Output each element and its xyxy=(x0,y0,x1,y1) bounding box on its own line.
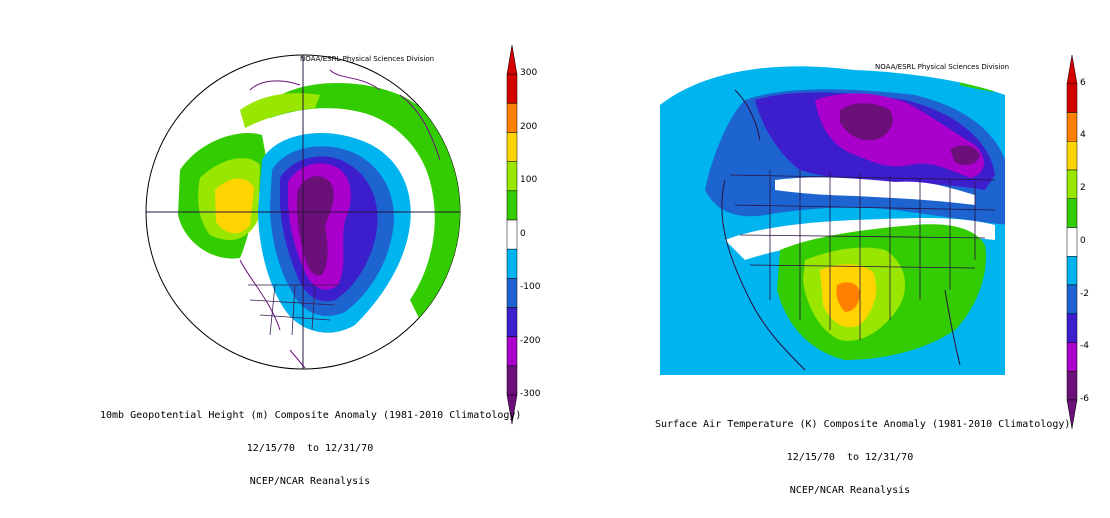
colorbar-tick-label: 300 xyxy=(520,68,538,79)
anomaly-contour-darkpurple-east xyxy=(950,145,980,166)
colorbar-swatch xyxy=(1066,227,1078,257)
colorbar-swatch xyxy=(1066,313,1078,343)
colorbar-arrow-bottom xyxy=(506,394,518,425)
caption-title: Surface Air Temperature (K) Composite An… xyxy=(655,419,1071,430)
colorbar-swatch xyxy=(506,307,518,337)
colorbar-swatch xyxy=(1066,169,1078,199)
caption-source: NCEP/NCAR Reanalysis xyxy=(789,485,911,496)
caption-title: 10mb Geopotential Height (m) Composite A… xyxy=(100,410,522,421)
colorbar-right xyxy=(1066,54,1078,429)
regional-map xyxy=(660,54,1078,429)
colorbar-swatch xyxy=(1066,112,1078,142)
anomaly-contour-white-north xyxy=(775,177,975,205)
colorbar-swatch xyxy=(506,73,518,104)
colorbar-tick-label: 4 xyxy=(1080,130,1086,141)
colorbar-swatch xyxy=(506,132,518,162)
colorbar-tick-label: -2 xyxy=(1080,288,1089,299)
colorbar-tick-label: 200 xyxy=(520,121,538,132)
anomaly-contour-green-top xyxy=(240,93,320,128)
colorbar-tick-label: -200 xyxy=(520,335,541,346)
caption-dates: 12/15/70 to 12/31/70 xyxy=(246,443,374,454)
colorbar-swatch xyxy=(1066,198,1078,228)
anomaly-contour-orange xyxy=(836,282,860,312)
colorbar-tick-label: -300 xyxy=(520,389,541,399)
map-caption: 10mb Geopotential Height (m) Composite A… xyxy=(100,388,522,509)
polar-map xyxy=(145,44,518,425)
colorbar-tick-label: -4 xyxy=(1080,341,1089,352)
credit-label: NOAA/ESRL Physical Sciences Division xyxy=(875,63,1010,71)
colorbar-swatch xyxy=(506,103,518,133)
anomaly-contour-darkpurple xyxy=(840,103,893,141)
anomaly-contour-yellow xyxy=(215,178,254,234)
colorbar-tick-label: 6 xyxy=(1080,77,1086,88)
colorbar-arrow-top xyxy=(506,44,518,75)
caption-source: NCEP/NCAR Reanalysis xyxy=(249,476,371,487)
colorbar-swatch xyxy=(1066,141,1078,171)
colorbar-arrow-bottom xyxy=(1066,399,1078,429)
map-caption: Surface Air Temperature (K) Composite An… xyxy=(655,397,1071,518)
credit-label: NOAA/ESRL Physical Sciences Division xyxy=(300,55,435,63)
colorbar-tick-label: 2 xyxy=(1080,183,1086,194)
colorbar-swatch xyxy=(1066,284,1078,314)
colorbar-arrow-top xyxy=(1066,54,1078,84)
colorbar-left xyxy=(506,44,518,425)
colorbar-tick-label: 0 xyxy=(520,228,526,239)
colorbar-tick-label: 100 xyxy=(520,175,538,186)
colorbar-swatch xyxy=(506,248,518,279)
coastline xyxy=(239,69,441,369)
colorbar-tick-label: 0 xyxy=(1080,235,1086,246)
anomaly-contour-darkpurple xyxy=(296,176,334,276)
colorbar-swatch xyxy=(506,278,518,308)
colorbar-swatch xyxy=(506,161,518,192)
colorbar-swatch xyxy=(1066,371,1078,401)
colorbar-swatch xyxy=(506,190,518,221)
colorbar-swatch xyxy=(1066,83,1078,113)
coastline xyxy=(721,89,961,371)
left-map-panel: NOAA/ESRL Physical Sciences Division 10m… xyxy=(0,0,555,487)
colorbar-tick-label: -6 xyxy=(1080,394,1089,404)
colorbar-swatch xyxy=(506,219,518,250)
colorbar-swatch xyxy=(506,336,518,367)
state-boundaries xyxy=(729,170,996,340)
coastline-us xyxy=(248,284,340,336)
right-map-panel: NOAA/ESRL Physical Sciences Division Sur… xyxy=(555,0,1110,496)
colorbar-tick-label: -100 xyxy=(520,282,541,293)
colorbar-swatch xyxy=(1066,256,1078,286)
colorbar-swatch xyxy=(1066,342,1078,372)
anomaly-contour-green xyxy=(270,83,460,320)
caption-dates: 12/15/70 to 12/31/70 xyxy=(786,452,914,463)
